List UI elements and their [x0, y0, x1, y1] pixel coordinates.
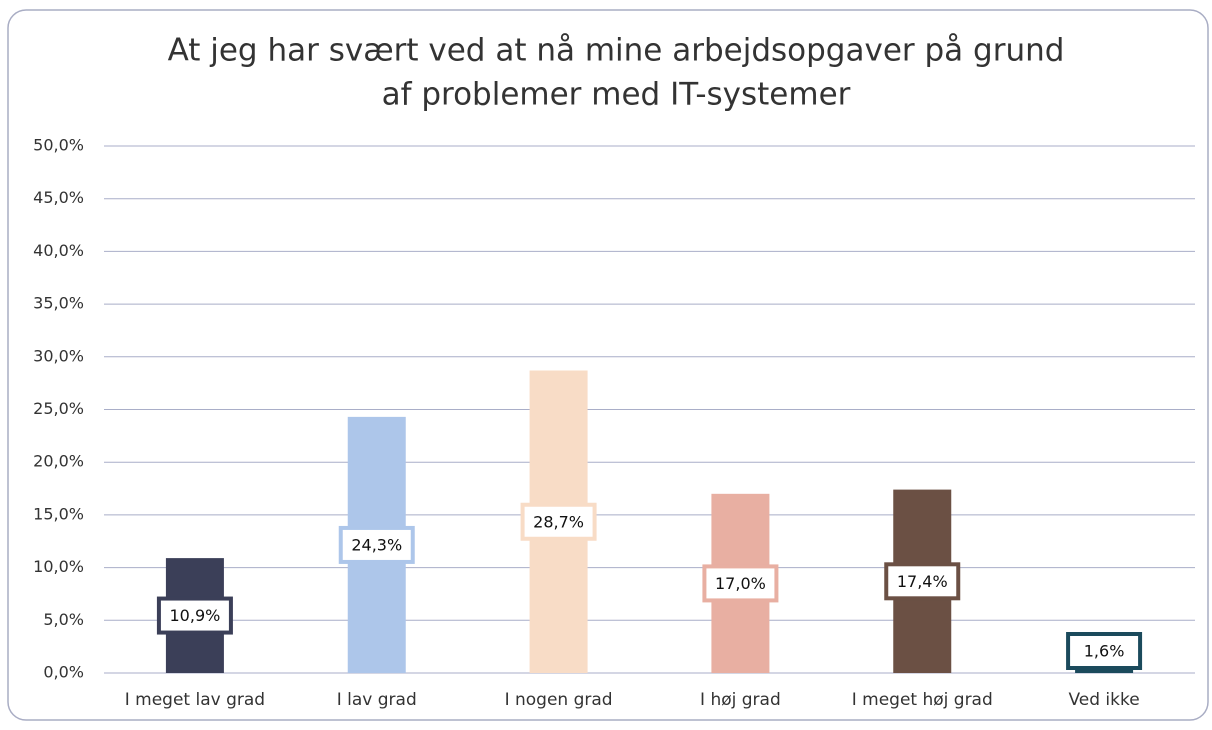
y-tick-label: 5,0% [43, 610, 84, 629]
x-tick-label: I meget lav grad [125, 690, 265, 710]
value-label-box [338, 525, 415, 564]
value-label-box [156, 596, 233, 635]
y-tick-label: 15,0% [33, 504, 84, 523]
value-label: 28,7% [533, 512, 584, 531]
x-tick-label: I nogen grad [505, 690, 613, 710]
value-label: 17,0% [715, 574, 766, 593]
y-tick-label: 25,0% [33, 399, 84, 418]
value-label-box [702, 564, 779, 603]
value-label: 24,3% [351, 535, 402, 554]
value-label-box [884, 562, 961, 601]
y-tick-label: 45,0% [33, 188, 84, 207]
value-label: 1,6% [1084, 642, 1125, 661]
value-label: 17,4% [897, 572, 948, 591]
value-label-box [520, 502, 597, 541]
y-tick-label: 40,0% [33, 241, 84, 260]
value-label-box [1066, 632, 1143, 670]
x-tick-label: I meget høj grad [852, 690, 993, 710]
y-tick-label: 20,0% [33, 452, 84, 471]
x-tick-label: I lav grad [337, 690, 417, 710]
x-tick-label: Ved ikke [1068, 690, 1139, 710]
y-tick-label: 50,0% [33, 136, 84, 155]
y-tick-label: 30,0% [33, 346, 84, 365]
value-label: 10,9% [170, 606, 221, 625]
y-tick-label: 35,0% [33, 294, 84, 313]
y-tick-label: 0,0% [43, 663, 84, 682]
chart-title: af problemer med IT-systemer [382, 77, 851, 113]
chart-title: At jeg har svært ved at nå mine arbejdso… [168, 33, 1065, 69]
x-tick-label: I høj grad [700, 690, 781, 710]
y-tick-label: 10,0% [33, 557, 84, 576]
